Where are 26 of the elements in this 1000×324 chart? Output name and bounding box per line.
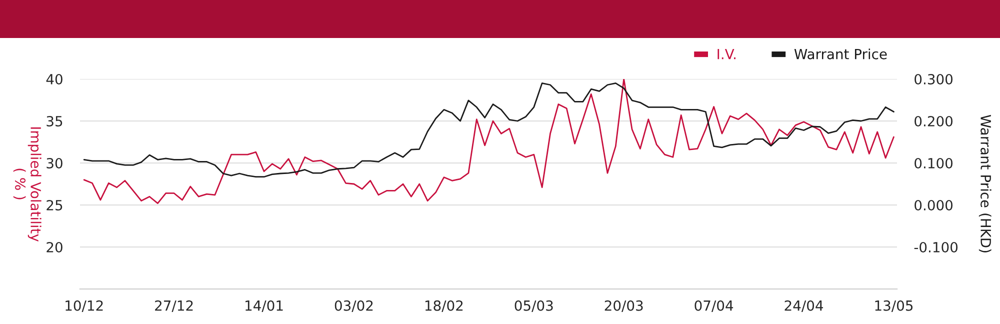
x-tick-label: 05/03 bbox=[514, 300, 553, 312]
x-tick-label: 18/02 bbox=[425, 300, 463, 312]
line-series bbox=[83, 79, 894, 204]
legend-label: Warrant Price bbox=[794, 48, 887, 60]
line-series bbox=[83, 82, 894, 178]
x-tick-label: 10/12 bbox=[66, 300, 103, 312]
x-tick-label: 24/04 bbox=[784, 300, 823, 312]
y-tick-label: 30 bbox=[46, 158, 62, 168]
y-tick-label: 35 bbox=[46, 116, 62, 126]
x-tick-label: 27/12 bbox=[155, 300, 193, 312]
x-tick-label: 03/02 bbox=[334, 300, 373, 312]
x-tick-label: 14/01 bbox=[246, 300, 283, 312]
y2-tick-label: -0.100 bbox=[914, 242, 958, 252]
x-tick-label: 20/03 bbox=[604, 300, 643, 312]
y2-axis-title: Warrant Price (HKD) bbox=[978, 114, 992, 252]
y-axis-title: Implied Volatility ( % ) bbox=[13, 127, 42, 242]
y-tick-label: 25 bbox=[46, 200, 62, 210]
y2-tick-label: 0.100 bbox=[914, 158, 953, 168]
y-tick-label: 20 bbox=[46, 242, 62, 252]
x-tick-label: 13/05 bbox=[875, 300, 913, 312]
y2-tick-label: 0.300 bbox=[914, 74, 953, 84]
y-tick-label: 40 bbox=[46, 74, 62, 84]
x-tick-label: 07/04 bbox=[694, 300, 734, 312]
y2-tick-label: 0.200 bbox=[914, 116, 953, 126]
y2-tick-label: 0.000 bbox=[914, 200, 953, 210]
legend-label: I.V. bbox=[718, 49, 736, 60]
